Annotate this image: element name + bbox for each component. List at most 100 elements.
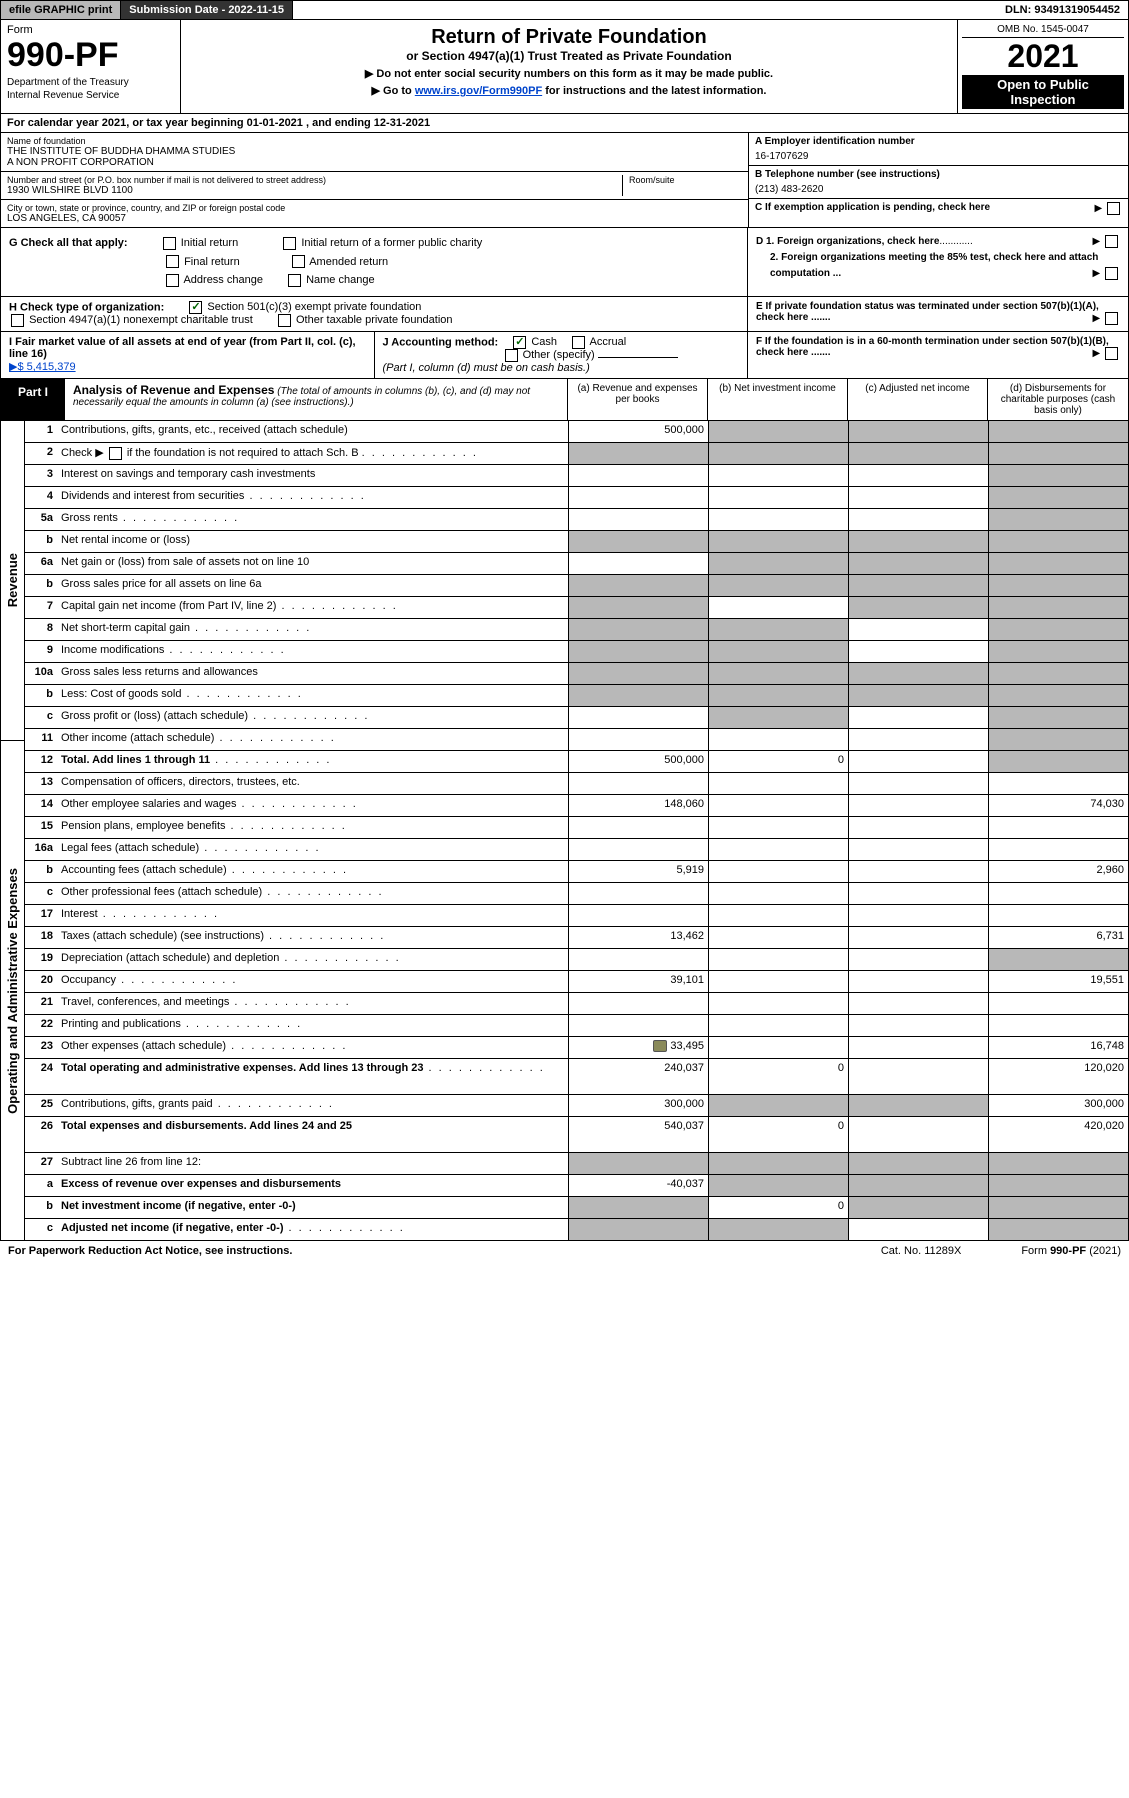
j-accrual[interactable] (572, 336, 585, 349)
form-subtitle: or Section 4947(a)(1) Trust Treated as P… (185, 49, 953, 63)
table-row: 25Contributions, gifts, grants paid300,0… (25, 1095, 1129, 1117)
table-row: cAdjusted net income (if negative, enter… (25, 1219, 1129, 1241)
paperwork-notice: For Paperwork Reduction Act Notice, see … (8, 1245, 292, 1257)
revenue-label: Revenue (1, 421, 25, 741)
table-row: 11Other income (attach schedule) (25, 729, 1129, 751)
i-cell: I Fair market value of all assets at end… (1, 332, 375, 378)
part1-header: Part I Analysis of Revenue and Expenses … (0, 379, 1129, 421)
j-cell: J Accounting method: Cash Accrual Other … (375, 332, 749, 378)
table-row: 24Total operating and administrative exp… (25, 1059, 1129, 1095)
name-cell: Name of foundation THE INSTITUTE OF BUDD… (1, 133, 748, 172)
table-row: 22Printing and publications (25, 1015, 1129, 1037)
dept-treasury: Department of the Treasury (7, 77, 174, 88)
g-initial-former[interactable] (283, 237, 296, 250)
table-row: 23Other expenses (attach schedule)33,495… (25, 1037, 1129, 1059)
table-row: 9Income modifications (25, 641, 1129, 663)
ein-cell: A Employer identification number 16-1707… (749, 133, 1128, 166)
form-title: Return of Private Foundation (185, 26, 953, 49)
form-ref: Form 990-PF (2021) (1021, 1245, 1121, 1257)
form-label: Form (7, 24, 174, 36)
col-b-hdr: (b) Net investment income (708, 379, 848, 420)
part1-tab: Part I (1, 379, 65, 420)
table-row: bLess: Cost of goods sold (25, 685, 1129, 707)
table-row: 16aLegal fees (attach schedule) (25, 839, 1129, 861)
g-name-change[interactable] (288, 274, 301, 287)
table-row: bNet rental income or (loss) (25, 531, 1129, 553)
address-cell: Number and street (or P.O. box number if… (7, 175, 622, 196)
open-to-public: Open to Public Inspection (962, 75, 1124, 109)
foundation-info: Name of foundation THE INSTITUTE OF BUDD… (0, 133, 1129, 228)
h-501c3[interactable] (189, 301, 202, 314)
page-footer: For Paperwork Reduction Act Notice, see … (0, 1241, 1129, 1261)
irs-label: Internal Revenue Service (7, 90, 174, 101)
expenses-label: Operating and Administrative Expenses (1, 741, 25, 1241)
form-note-1: ▶ Do not enter social security numbers o… (185, 67, 953, 80)
d1-checkbox[interactable] (1105, 235, 1118, 248)
j-cash[interactable] (513, 336, 526, 349)
irs-link[interactable]: www.irs.gov/Form990PF (415, 85, 542, 97)
c-cell: C If exemption application is pending, c… (749, 199, 1128, 218)
table-row: 4Dividends and interest from securities (25, 487, 1129, 509)
omb-number: OMB No. 1545-0047 (962, 24, 1124, 38)
table-row: 18Taxes (attach schedule) (see instructi… (25, 927, 1129, 949)
city-cell: City or town, state or province, country… (1, 200, 748, 227)
main-table: Revenue Operating and Administrative Exp… (0, 421, 1129, 1241)
table-row: bGross sales price for all assets on lin… (25, 575, 1129, 597)
table-row: 14Other employee salaries and wages148,0… (25, 795, 1129, 817)
f-cell: F If the foundation is in a 60-month ter… (748, 332, 1128, 378)
tax-year: 2021 (962, 38, 1124, 75)
table-row: 17Interest (25, 905, 1129, 927)
header-center: Return of Private Foundation or Section … (181, 20, 958, 113)
submission-date: Submission Date - 2022-11-15 (121, 1, 293, 19)
g-initial-return[interactable] (163, 237, 176, 250)
h-other-taxable[interactable] (278, 314, 291, 327)
table-row: 6aNet gain or (loss) from sale of assets… (25, 553, 1129, 575)
g-amended[interactable] (292, 255, 305, 268)
col-a-hdr: (a) Revenue and expenses per books (568, 379, 708, 420)
table-row: 2Check ▶ if the foundation is not requir… (25, 443, 1129, 465)
header-left: Form 990-PF Department of the Treasury I… (1, 20, 181, 113)
g-address-change[interactable] (166, 274, 179, 287)
table-row: 5aGross rents (25, 509, 1129, 531)
table-row: cGross profit or (loss) (attach schedule… (25, 707, 1129, 729)
col-d-hdr: (d) Disbursements for charitable purpose… (988, 379, 1128, 420)
g-final-return[interactable] (166, 255, 179, 268)
top-bar: efile GRAPHIC print Submission Date - 20… (0, 0, 1129, 20)
r2-checkbox[interactable] (109, 447, 122, 460)
efile-button[interactable]: efile GRAPHIC print (1, 1, 121, 19)
table-row: 20Occupancy39,10119,551 (25, 971, 1129, 993)
cat-no: Cat. No. 11289X (881, 1245, 962, 1257)
table-row: 19Depreciation (attach schedule) and dep… (25, 949, 1129, 971)
table-row: 12Total. Add lines 1 through 11500,0000 (25, 751, 1129, 773)
col-c-hdr: (c) Adjusted net income (848, 379, 988, 420)
form-note-2: ▶ Go to www.irs.gov/Form990PF for instru… (185, 84, 953, 97)
e-checkbox[interactable] (1105, 312, 1118, 325)
table-row: 8Net short-term capital gain (25, 619, 1129, 641)
table-row: bNet investment income (if negative, ent… (25, 1197, 1129, 1219)
phone-cell: B Telephone number (see instructions) (2… (749, 166, 1128, 199)
h-section: H Check type of organization: Section 50… (0, 297, 1129, 332)
dln-number: DLN: 93491319054452 (997, 1, 1128, 19)
table-row: aExcess of revenue over expenses and dis… (25, 1175, 1129, 1197)
table-row: cOther professional fees (attach schedul… (25, 883, 1129, 905)
d2-checkbox[interactable] (1105, 267, 1118, 280)
table-row: 13Compensation of officers, directors, t… (25, 773, 1129, 795)
j-other[interactable] (505, 349, 518, 362)
room-cell: Room/suite (622, 175, 742, 196)
f-checkbox[interactable] (1105, 347, 1118, 360)
h-4947[interactable] (11, 314, 24, 327)
attachment-icon[interactable] (653, 1040, 667, 1052)
c-checkbox[interactable] (1107, 202, 1120, 215)
table-row: 27Subtract line 26 from line 12: (25, 1153, 1129, 1175)
table-row: 7Capital gain net income (from Part IV, … (25, 597, 1129, 619)
form-number: 990-PF (7, 36, 174, 75)
table-row: 3Interest on savings and temporary cash … (25, 465, 1129, 487)
table-row: 26Total expenses and disbursements. Add … (25, 1117, 1129, 1153)
ij-section: I Fair market value of all assets at end… (0, 332, 1129, 379)
form-header: Form 990-PF Department of the Treasury I… (0, 20, 1129, 114)
table-row: 1Contributions, gifts, grants, etc., rec… (25, 421, 1129, 443)
table-row: 15Pension plans, employee benefits (25, 817, 1129, 839)
header-right: OMB No. 1545-0047 2021 Open to Public In… (958, 20, 1128, 113)
table-row: bAccounting fees (attach schedule)5,9192… (25, 861, 1129, 883)
g-section: G Check all that apply: Initial return I… (0, 228, 1129, 297)
